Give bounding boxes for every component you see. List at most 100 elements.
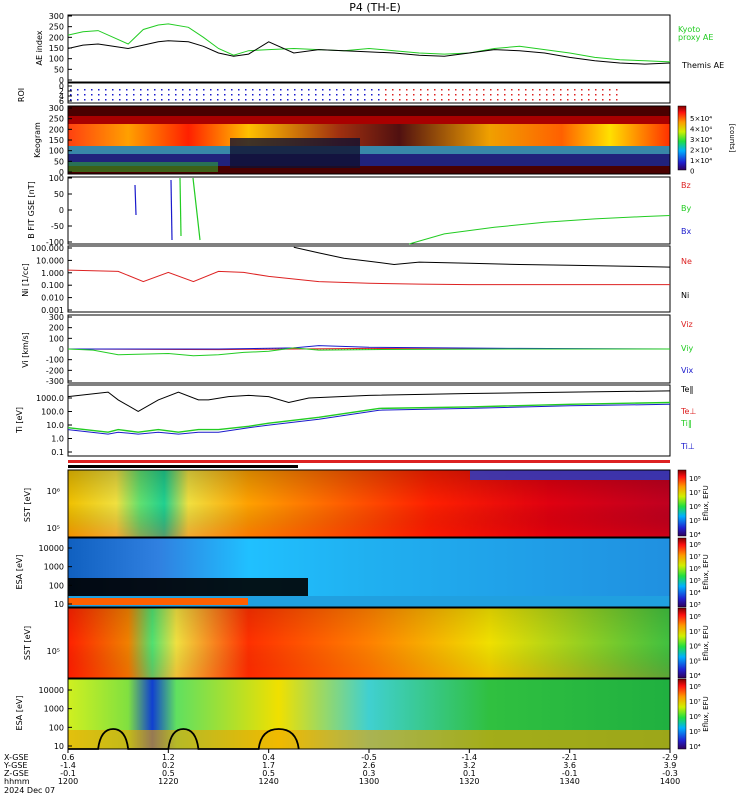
roi-dot (420, 89, 422, 91)
ti-tick: 1.0 (51, 435, 64, 444)
y-gse-value: 2.6 (363, 761, 376, 770)
footer-date: 2024 Dec 07 (4, 786, 55, 795)
roi-dot (469, 99, 471, 101)
z-gse-value: -0.1 (562, 769, 578, 778)
series-vix (68, 345, 671, 350)
roi-dot (427, 99, 429, 101)
roi-dot (252, 89, 254, 91)
legend-ti-perp: Ti⊥ (680, 442, 695, 451)
keogram-tick: 250 (49, 115, 64, 124)
series-themis-ae (67, 40, 671, 65)
keogram-cb-tick: 5×10⁴ (690, 115, 712, 123)
roi-dot (168, 89, 170, 91)
keogram-band-cyan (68, 146, 670, 154)
ae-tick: 300 (49, 12, 64, 21)
roi-dot (273, 99, 275, 101)
ti-tick: 10.0 (46, 421, 64, 430)
z-gse-value: 0.5 (262, 769, 275, 778)
roi-dot (392, 99, 394, 101)
ae-tick: 100 (49, 55, 64, 64)
colorbar-tick: 10⁵ (689, 517, 701, 525)
roi-dot (483, 94, 485, 96)
x-gse-value: -2.9 (662, 753, 678, 762)
roi-dot (280, 94, 282, 96)
keogram-tick: 50 (54, 157, 64, 166)
roi-dot (154, 94, 156, 96)
status-bar-black (68, 465, 298, 468)
panel-sst-electron-frame (67, 607, 671, 679)
roi-dot (322, 89, 324, 91)
roi-dot (385, 99, 387, 101)
roi-dot (210, 99, 212, 101)
esa-electron-tick: 100 (49, 723, 64, 732)
roi-dot (322, 99, 324, 101)
bx-spike-2 (170, 179, 173, 241)
roi-dot (532, 89, 534, 91)
roi-dot (588, 89, 590, 91)
time-axis-footer: X-GSE Y-GSE Z-GSE hhmm 2024 Dec 07 0.6-1… (3, 749, 680, 795)
roi-dot (350, 89, 352, 91)
series-by (408, 215, 671, 245)
legend-by: By (681, 204, 691, 213)
roi-dot (476, 89, 478, 91)
roi-dot (105, 94, 107, 96)
roi-dot (126, 94, 128, 96)
roi-dot (182, 99, 184, 101)
legend-ni: Ni (681, 291, 689, 300)
roi-dot (231, 94, 233, 96)
roi-dot (448, 94, 450, 96)
ti-tick: 100.0 (41, 408, 64, 417)
roi-dot (329, 89, 331, 91)
roi-dot (126, 89, 128, 91)
keogram-ylabel: Keogram (33, 122, 42, 158)
sst-ion-colorbar-ticks: 10⁸ 10⁷ 10⁶ 10⁵ 10⁴ (689, 475, 701, 539)
roi-dot (595, 99, 597, 101)
roi-dot (182, 94, 184, 96)
roi-dot (504, 99, 506, 101)
roi-dot (399, 99, 401, 101)
sst-ion-tick-0: 10⁵ (47, 524, 60, 533)
roi-dot (189, 89, 191, 91)
time-tick-label: 1300 (359, 777, 379, 786)
roi-dot (175, 99, 177, 101)
panel-bfield-frame (67, 176, 671, 245)
roi-dot (273, 89, 275, 91)
z-gse-value: 0.5 (162, 769, 175, 778)
roi-dot (448, 89, 450, 91)
time-tick-label: 1200 (58, 777, 78, 786)
roi-dot (287, 89, 289, 91)
roi-dot (133, 89, 135, 91)
legend-kyoto-line1: Kyoto (678, 25, 700, 34)
roi-dot (476, 94, 478, 96)
legend-bx: Bx (681, 227, 691, 236)
roi-dots (70, 89, 618, 101)
esa-ion-colorbar-ticks: 10⁸ 10⁷ 10⁶ 10⁵ 10⁴ 10³ (689, 541, 701, 609)
keogram-tick: 150 (49, 136, 64, 145)
roi-dot (399, 94, 401, 96)
colorbar-tick: 10⁴ (689, 531, 701, 539)
y-gse-value: 3.2 (463, 761, 476, 770)
roi-dot (231, 89, 233, 91)
roi-dot (483, 89, 485, 91)
esa-ion-tick: 1000 (44, 563, 64, 572)
panel-sst-ion-frame (67, 469, 671, 538)
roi-dot (378, 94, 380, 96)
roi-dot (147, 99, 149, 101)
roi-dot (364, 89, 366, 91)
roi-dot (469, 89, 471, 91)
colorbar-tick: 10⁵ (689, 657, 701, 665)
roi-dot (70, 99, 72, 101)
esa-electron-ylabel: ESA [eV] (15, 696, 24, 731)
sst-electron-shade (68, 608, 670, 678)
roi-dot (98, 99, 100, 101)
keogram-band-top (68, 116, 670, 126)
sst-electron-colorbar-label: Eflux, EFU (702, 625, 710, 660)
roi-dot (518, 89, 520, 91)
roi-dot (399, 89, 401, 91)
roi-dot (301, 99, 303, 101)
esa-electron-colorbar-ticks: 10⁸ 10⁷ 10⁶ 10⁵ 10⁴ (689, 683, 701, 751)
footer-hhmm: hhmm (4, 777, 30, 786)
esa-ion-tick: 10 (54, 600, 64, 609)
